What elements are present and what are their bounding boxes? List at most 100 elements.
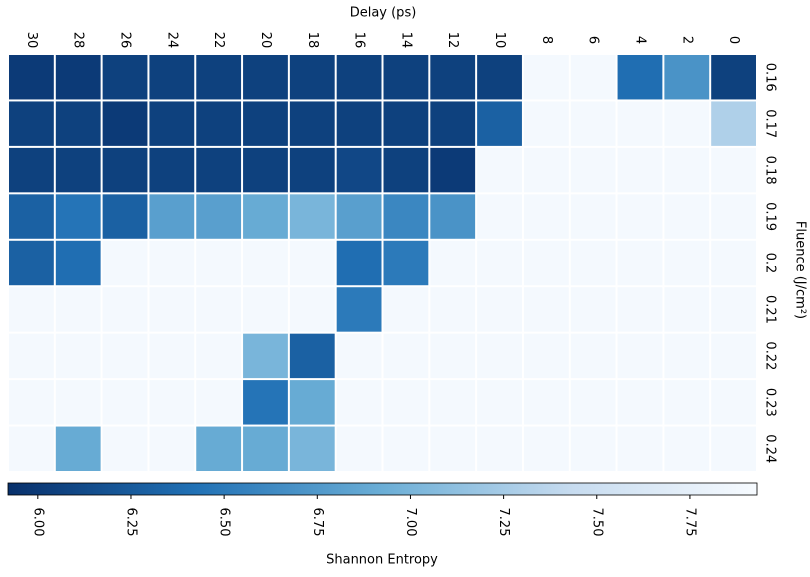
heatmap-cell — [711, 101, 756, 146]
heatmap-cell — [383, 380, 429, 425]
heatmap-cell — [383, 147, 429, 193]
x-tick-label: 12 — [445, 32, 460, 49]
heatmap-cell — [711, 147, 756, 193]
heatmap-cell — [102, 101, 148, 146]
heatmap-cell — [9, 333, 54, 379]
heatmap-cell — [55, 101, 101, 146]
heatmap-cell — [289, 101, 335, 146]
heatmap-cell — [55, 426, 101, 471]
heatmap-cell — [711, 55, 756, 100]
heatmap-cell — [617, 55, 663, 100]
heatmap-cell — [289, 240, 335, 286]
heatmap-cell — [383, 240, 429, 286]
heatmap-cell — [196, 194, 242, 239]
heatmap-cell — [55, 333, 101, 379]
heatmap-cell — [430, 333, 476, 379]
heatmap-cell — [149, 55, 195, 100]
heatmap-cell — [243, 287, 288, 332]
heatmap-cell — [617, 287, 663, 332]
heatmap-cell — [430, 380, 476, 425]
heatmap-cell — [383, 101, 429, 146]
heatmap-cell — [711, 333, 756, 379]
heatmap-cell — [289, 287, 335, 332]
x-tick-label: 2 — [679, 36, 694, 44]
heatmap-cell — [102, 55, 148, 100]
heatmap-cell — [243, 194, 288, 239]
x-tick-label: 28 — [71, 32, 86, 49]
y-axis-title: Fluence (J/cm²) — [793, 221, 808, 319]
x-tick-label: 18 — [305, 32, 320, 49]
heatmap-cell — [9, 55, 54, 100]
heatmap-cell — [102, 380, 148, 425]
heatmap-cell — [289, 333, 335, 379]
heatmap-cell — [523, 333, 569, 379]
heatmap-cell — [523, 147, 569, 193]
heatmap-cell — [430, 55, 476, 100]
heatmap-cell — [336, 426, 382, 471]
heatmap-cell — [711, 240, 756, 286]
heatmap-cell — [570, 426, 616, 471]
heatmap-cell — [55, 55, 101, 100]
heatmap-cell — [196, 380, 242, 425]
heatmap-cell — [664, 380, 710, 425]
heatmap-cell — [430, 194, 476, 239]
colorbar-tick-label: 7.00 — [403, 508, 418, 537]
heatmap-cell — [570, 333, 616, 379]
heatmap-cell — [664, 147, 710, 193]
heatmap-cell — [664, 194, 710, 239]
heatmap-cell — [9, 101, 54, 146]
heatmap-cell — [617, 380, 663, 425]
y-tick-label: 0.19 — [763, 202, 778, 231]
heatmap-cell — [336, 287, 382, 332]
heatmap-cell — [9, 287, 54, 332]
colorbar-tick-label: 6.75 — [310, 508, 325, 537]
heatmap-cell — [664, 55, 710, 100]
heatmap-cell — [617, 194, 663, 239]
heatmap-cell — [570, 240, 616, 286]
heatmap-cell — [243, 380, 288, 425]
heatmap-cell — [196, 101, 242, 146]
heatmap-cell — [9, 426, 54, 471]
heatmap-cell — [430, 240, 476, 286]
heatmap-cell — [617, 333, 663, 379]
colorbar-tick-label: 7.75 — [682, 508, 697, 537]
heatmap-cell — [289, 194, 335, 239]
heatmap-cell — [477, 55, 522, 100]
heatmap-cell — [9, 240, 54, 286]
heatmap-cell — [477, 240, 522, 286]
heatmap-cell — [196, 147, 242, 193]
heatmap-cell — [477, 147, 522, 193]
heatmap-cell — [383, 333, 429, 379]
heatmap-cell — [664, 333, 710, 379]
x-tick-label: 24 — [164, 32, 179, 49]
x-tick-label: 8 — [539, 36, 554, 44]
heatmap-cell — [149, 194, 195, 239]
heatmap-cell — [289, 380, 335, 425]
x-tick-label: 30 — [24, 32, 39, 49]
heatmap-cell — [9, 147, 54, 193]
y-tick-label: 0.23 — [763, 388, 778, 417]
y-tick-label: 0.21 — [763, 295, 778, 324]
y-tick-label: 0.18 — [763, 156, 778, 185]
heatmap-cell — [383, 426, 429, 471]
heatmap-cell — [570, 194, 616, 239]
heatmap-cell — [149, 101, 195, 146]
heatmap-cell — [336, 380, 382, 425]
heatmap-cell — [102, 287, 148, 332]
heatmap-cell — [430, 426, 476, 471]
heatmap-cell — [9, 194, 54, 239]
heatmap-cell — [477, 426, 522, 471]
heatmap-cell — [523, 287, 569, 332]
heatmap-cell — [570, 147, 616, 193]
x-tick-label: 4 — [632, 36, 647, 44]
heatmap-cell — [430, 147, 476, 193]
heatmap-cell — [55, 147, 101, 193]
heatmap-cell — [55, 380, 101, 425]
heatmap-cell — [102, 240, 148, 286]
heatmap-cell — [149, 240, 195, 286]
heatmap-cell — [196, 55, 242, 100]
colorbar — [7, 482, 758, 496]
y-tick-label: 0.22 — [763, 341, 778, 370]
heatmap-cell — [149, 147, 195, 193]
heatmap-cell — [383, 194, 429, 239]
